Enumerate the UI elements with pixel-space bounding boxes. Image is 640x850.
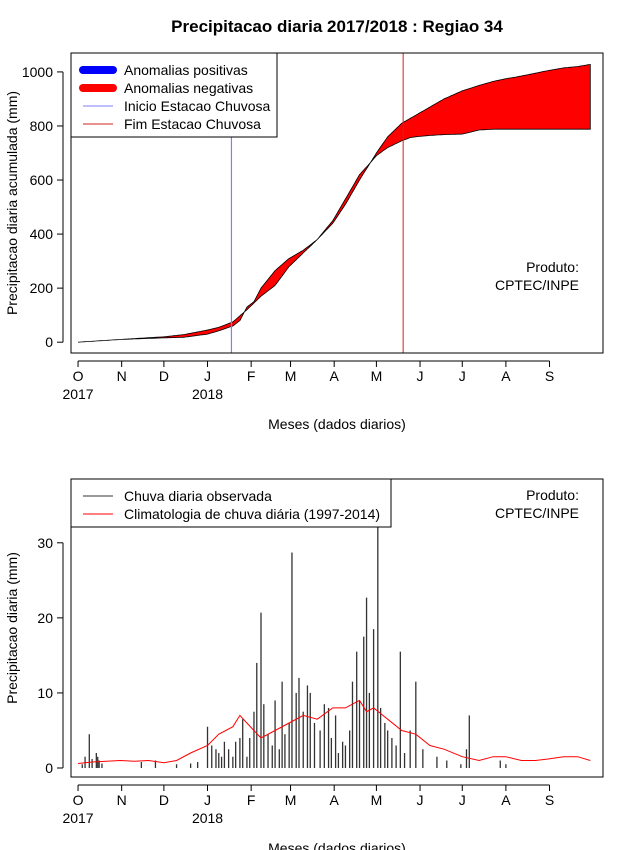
bottom-year-label: 2018 xyxy=(192,810,223,826)
top-x-tick-label: J xyxy=(204,368,211,384)
bottom-x-tick-label: A xyxy=(501,792,511,808)
top-y-tick-label: 200 xyxy=(30,280,54,296)
bottom-y-tick-label: 20 xyxy=(37,610,53,626)
top-x-tick-label: A xyxy=(330,368,340,384)
bottom-annotation: Produto: xyxy=(526,487,579,503)
bottom-x-tick-label: D xyxy=(159,792,169,808)
bottom-y-axis-label: Precipitacao diaria (mm) xyxy=(4,552,20,704)
top-x-tick-label: N xyxy=(117,368,127,384)
bottom-y-tick-label: 0 xyxy=(45,760,53,776)
bottom-x-tick-label: S xyxy=(545,792,554,808)
top-legend-label: Fim Estacao Chuvosa xyxy=(124,116,261,132)
top-year-label: 2017 xyxy=(62,386,93,402)
bottom-legend-label: Chuva diaria observada xyxy=(124,488,272,504)
figure-title: Precipitacao diaria 2017/2018 : Regiao 3… xyxy=(171,17,503,36)
bottom-x-tick-label: N xyxy=(117,792,127,808)
top-x-tick-label: S xyxy=(545,368,554,384)
top-x-tick-label: J xyxy=(417,368,424,384)
top-annotation: Produto: xyxy=(526,259,579,275)
top-plot-frame xyxy=(70,52,604,354)
bottom-x-tick-label: J xyxy=(417,792,424,808)
bottom-legend-label: Climatologia de chuva diária (1997-2014) xyxy=(124,506,380,522)
daily-panel: O N D J F M A M J J A S 2017 2018 0 10 20 30 Meses (dados … xyxy=(4,478,604,850)
negative-anomaly-area xyxy=(77,63,591,343)
top-y-tick-label: 600 xyxy=(30,172,54,188)
bottom-x-tick-label: J xyxy=(204,792,211,808)
bottom-x-tick-label: O xyxy=(73,792,84,808)
top-y-tick-label: 0 xyxy=(45,334,53,350)
top-y-tick-label: 1000 xyxy=(22,64,53,80)
bottom-year-label: 2017 xyxy=(62,810,93,826)
bottom-legend xyxy=(70,478,392,528)
bottom-y-tick-label: 30 xyxy=(37,535,53,551)
top-x-tick-label: J xyxy=(459,368,466,384)
bottom-x-tick-label: M xyxy=(285,792,297,808)
bottom-x-tick-label: M xyxy=(371,792,383,808)
top-year-label: 2018 xyxy=(192,386,223,402)
cumulative-panel: O N D J F M A M J J A S 2017 2018 0 200 400 600 800 1000 Mes… xyxy=(4,52,604,432)
top-x-tick-label: F xyxy=(247,368,256,384)
top-x-tick-label: O xyxy=(73,368,84,384)
bottom-x-tick-label: J xyxy=(459,792,466,808)
top-x-tick-label: M xyxy=(371,368,383,384)
top-x-axis-label: Meses (dados diarios) xyxy=(268,416,406,432)
top-legend-label: Inicio Estacao Chuvosa xyxy=(124,98,271,114)
bottom-y-tick-label: 10 xyxy=(37,685,53,701)
top-x-tick-label: A xyxy=(501,368,511,384)
top-annotation: CPTEC/INPE xyxy=(495,277,579,293)
top-y-tick-label: 800 xyxy=(30,118,54,134)
top-y-tick-label: 400 xyxy=(30,226,54,242)
bottom-x-tick-label: F xyxy=(247,792,256,808)
top-legend-label: Anomalias positivas xyxy=(124,62,248,78)
top-x-tick-label: M xyxy=(285,368,297,384)
bottom-annotation: CPTEC/INPE xyxy=(495,505,579,521)
top-x-tick-label: D xyxy=(159,368,169,384)
climatology-line xyxy=(77,699,591,764)
top-legend-label: Anomalias negativas xyxy=(124,80,253,96)
top-y-axis-label: Precipitacao diaria acumulada (mm) xyxy=(4,91,20,315)
bottom-x-tick-label: A xyxy=(330,792,340,808)
bottom-x-axis-label: Meses (dados diarios) xyxy=(268,840,406,850)
